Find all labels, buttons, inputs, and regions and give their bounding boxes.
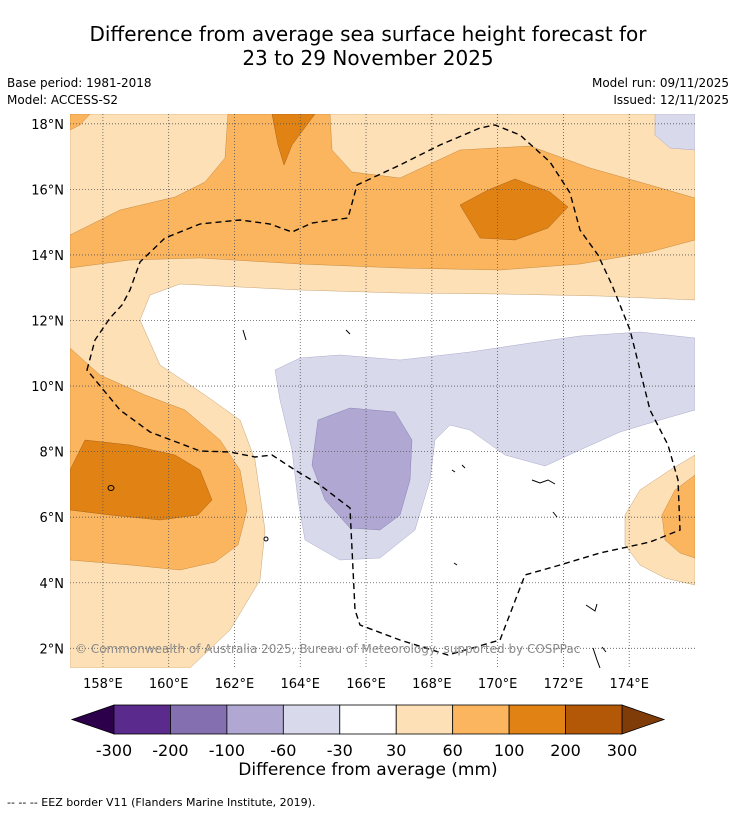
anomaly-minus-60-100 xyxy=(311,407,413,531)
lat-tick-label: 12°N xyxy=(31,315,64,330)
eez-footnote: -- -- -- EEZ border V11 (Flanders Marine… xyxy=(7,796,316,809)
island-12 xyxy=(552,511,558,518)
colorbar-segment xyxy=(508,704,566,735)
axis-ticks: 158°E 160°E 162°E 164°E 166°E 168°E 170°E 172°E… xyxy=(31,118,649,692)
lon-tick-label: 166°E xyxy=(346,677,386,692)
colorbar: -300 -200 -100 -60 -30 30 60 100 200 300 xyxy=(70,704,666,760)
model-name: Model: ACCESS-S2 xyxy=(7,93,119,107)
lon-tick-label: 170°E xyxy=(478,677,518,692)
lat-tick-label: 14°N xyxy=(31,249,64,264)
lon-tick-label: 172°E xyxy=(544,677,584,692)
colorbar-segment xyxy=(339,704,397,735)
lat-tick-label: 16°N xyxy=(31,183,64,198)
island-8 xyxy=(345,329,351,335)
issued-date: Issued: 12/11/2025 xyxy=(613,93,729,107)
colorbar-extend-low xyxy=(70,704,115,735)
anomaly-60-100-corner xyxy=(70,114,91,131)
anomaly-100-200-north xyxy=(459,178,569,241)
colorbar-tick-label: -30 xyxy=(327,741,353,760)
colorbar-tick-label: -100 xyxy=(209,741,245,760)
meta-right: Model run: 09/11/2025 Issued: 12/11/2025 xyxy=(592,75,729,109)
colorbar-label: Difference from average (mm) xyxy=(238,760,498,780)
colorbar-segment xyxy=(282,704,341,735)
island-3 xyxy=(531,479,556,485)
lat-tick-label: 2°N xyxy=(40,642,65,657)
colorbar-segment xyxy=(452,704,510,735)
anomaly-100-200-west xyxy=(70,439,213,521)
anomaly-100-200-top xyxy=(271,114,316,166)
model-run: Model run: 09/11/2025 xyxy=(591,76,729,90)
lon-tick-label: 162°E xyxy=(215,677,255,692)
colorbar-tick-label: -300 xyxy=(96,741,132,760)
island-5 xyxy=(592,647,601,668)
island-11 xyxy=(453,562,458,566)
gridlines xyxy=(70,114,695,668)
island-10 xyxy=(461,464,466,469)
map-figure: © Commonwealth of Australia 2025, Bureau… xyxy=(31,114,695,760)
chart-title: Difference from average sea surface heig… xyxy=(0,22,736,70)
colorbar-segment xyxy=(113,704,171,735)
anomaly-minus-30-60-north xyxy=(654,114,695,151)
island-6 xyxy=(601,646,607,653)
colorbar-tick-label: -200 xyxy=(152,741,188,760)
copyright-text: © Commonwealth of Australia 2025, Bureau… xyxy=(75,642,580,656)
colorbar-tick-label: 100 xyxy=(494,741,525,760)
colorbar-tick-label: 200 xyxy=(550,741,581,760)
lat-tick-label: 8°N xyxy=(40,446,65,461)
lon-tick-label: 168°E xyxy=(412,677,452,692)
island-7 xyxy=(242,329,247,341)
island-9 xyxy=(451,469,456,473)
lat-tick-label: 6°N xyxy=(40,511,65,526)
colorbar-segment xyxy=(226,704,284,735)
colorbar-extend-high xyxy=(621,704,666,735)
colorbar-segment xyxy=(565,704,623,735)
island-4 xyxy=(585,603,598,612)
lon-tick-label: 160°E xyxy=(149,677,189,692)
lat-tick-label: 4°N xyxy=(40,577,65,592)
lat-tick-label: 10°N xyxy=(31,380,64,395)
colorbar-tick-label: -60 xyxy=(270,741,296,760)
island-1 xyxy=(107,485,115,491)
colorbar-tick-label: 30 xyxy=(386,741,406,760)
lon-tick-label: 164°E xyxy=(280,677,320,692)
contour-fields: © Commonwealth of Australia 2025, Bureau… xyxy=(70,114,695,668)
colorbar-tick-label: 300 xyxy=(607,741,638,760)
colorbar-tick-label: 60 xyxy=(442,741,462,760)
title-line-2: 23 to 29 November 2025 xyxy=(242,46,494,70)
lon-tick-label: 174°E xyxy=(609,677,649,692)
lon-tick-label: 158°E xyxy=(83,677,123,692)
base-period: Base period: 1981-2018 xyxy=(7,76,152,90)
title-line-1: Difference from average sea surface heig… xyxy=(89,22,647,46)
eez-border xyxy=(86,124,681,656)
meta-left: Base period: 1981-2018 Model: ACCESS-S2 xyxy=(7,75,152,109)
anomaly-60-100-east xyxy=(661,474,695,559)
colorbar-segment xyxy=(395,704,454,735)
island-2 xyxy=(263,536,269,542)
islands xyxy=(107,329,607,668)
colorbar-segment xyxy=(170,704,228,735)
lat-tick-label: 18°N xyxy=(31,118,64,133)
